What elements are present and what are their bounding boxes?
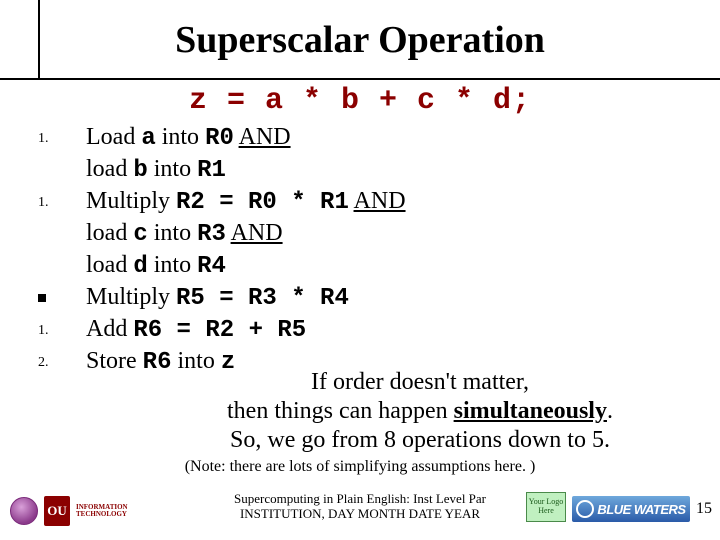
steps-list: 1.Load a into R0 ANDload b into R11.Mult… [38,122,688,378]
step-marker [38,218,86,226]
step-row: load b into R1 [38,154,688,186]
code-expression: z = a * b + c * d; [0,84,720,118]
summary-emphasis: simultaneously [454,398,607,424]
step-marker: 1. [38,186,86,212]
summary-line2a: then things can happen [227,398,454,424]
step-row: load d into R4 [38,250,688,282]
bluewaters-text: BLUE WATERS [597,502,685,517]
step-row: 1.Add R6 = R2 + R5 [38,314,688,346]
step-text: Load a into R0 AND [86,122,291,154]
step-text: load c into R3 AND [86,218,283,250]
page-number: 15 [696,500,712,518]
step-row: 1.Load a into R0 AND [38,122,688,154]
step-text: Multiply R5 = R3 * R4 [86,282,349,314]
step-marker: 2. [38,346,86,372]
summary-line2c: . [607,398,613,424]
step-row: Multiply R5 = R3 * R4 [38,282,688,314]
step-text: load b into R1 [86,154,226,186]
summary-line3: So, we go from 8 operations down to 5. [230,427,610,453]
step-text: load d into R4 [86,250,226,282]
summary-text: If order doesn't matter, then things can… [150,368,690,454]
slide: Superscalar Operation z = a * b + c * d;… [0,0,720,540]
bluewaters-logo-icon: BLUE WATERS [572,496,690,522]
summary-line1: If order doesn't matter, [311,369,529,395]
step-marker: 1. [38,314,86,340]
step-row: 1.Multiply R2 = R0 * R1 AND [38,186,688,218]
step-marker: 1. [38,122,86,148]
note-text: (Note: there are lots of simplifying ass… [0,458,720,476]
bluewaters-ring-icon [576,500,594,518]
step-row: load c into R3 AND [38,218,688,250]
step-marker [38,154,86,162]
yourlogo-placeholder: Your Logo Here [526,492,566,522]
slide-title: Superscalar Operation [0,18,720,62]
footer: OU INFORMATION TECHNOLOGY Supercomputing… [0,484,720,532]
step-marker [38,250,86,258]
step-text: Multiply R2 = R0 * R1 AND [86,186,406,218]
step-marker [38,282,86,308]
footer-line1: Supercomputing in Plain English: Inst Le… [234,491,486,506]
footer-line2: INSTITUTION, DAY MONTH DATE YEAR [240,506,480,521]
horizontal-rule [0,78,720,80]
step-text: Add R6 = R2 + R5 [86,314,306,346]
